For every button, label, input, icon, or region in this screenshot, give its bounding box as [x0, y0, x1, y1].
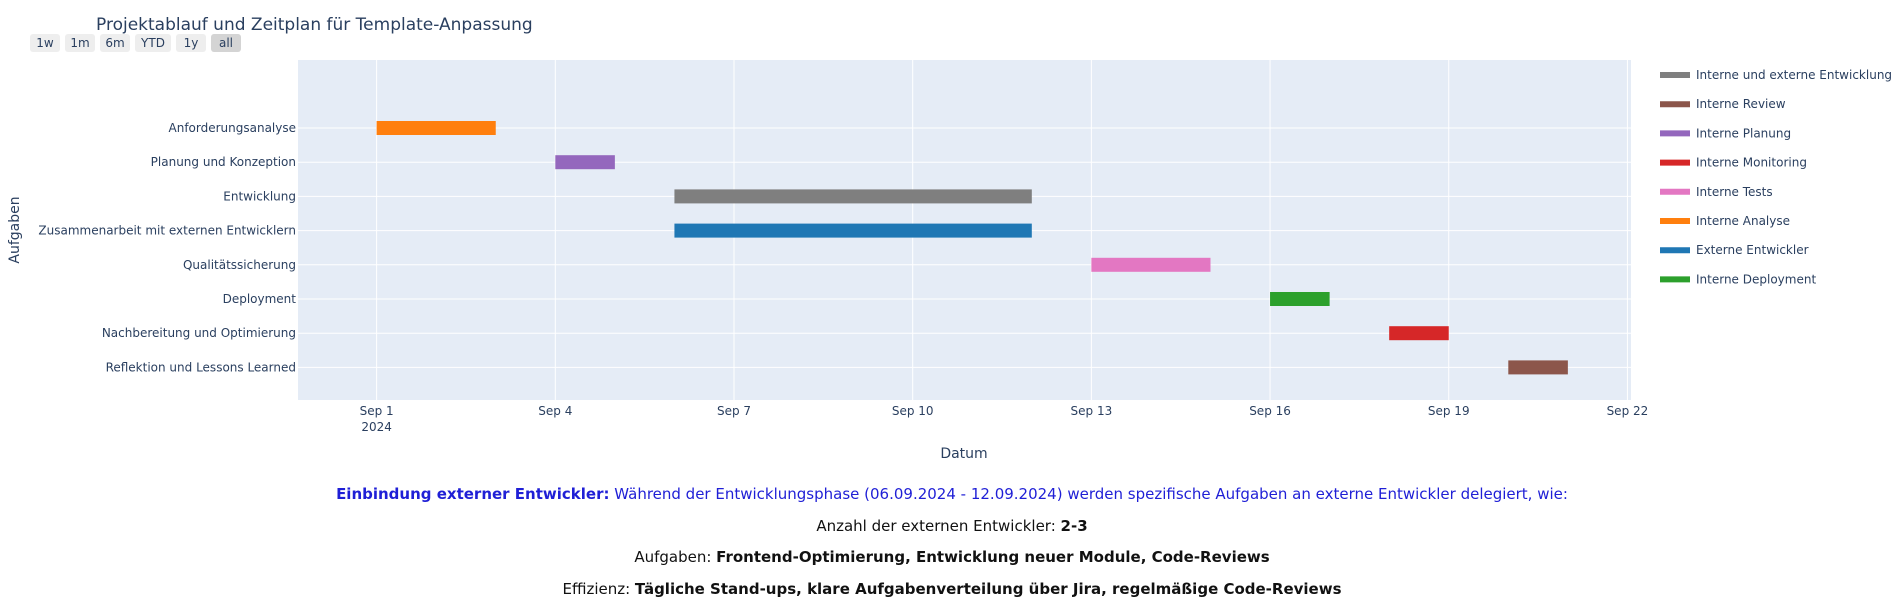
- annotation-efficiency: Effizienz: Tägliche Stand-ups, klare Auf…: [0, 580, 1904, 598]
- legend-label: Interne Planung: [1696, 126, 1791, 140]
- task-bar-planung-und-konzeption: [555, 155, 615, 170]
- y-tick-label: Entwicklung: [223, 189, 296, 203]
- range-button-bg: [65, 34, 95, 52]
- annotation-tasks: Aufgaben: Frontend-Optimierung, Entwickl…: [0, 548, 1904, 566]
- legend-label: Interne Analyse: [1696, 214, 1790, 228]
- annotation-efficiency-label: Effizienz:: [562, 580, 635, 598]
- range-button-label: 6m: [105, 36, 124, 50]
- legend-item-interne-und-externe-entwicklung[interactable]: Interne und externe Entwicklung: [1660, 68, 1892, 82]
- task-bar-qualit-tssicherung: [1091, 257, 1211, 272]
- range-button-1w[interactable]: 1w: [30, 34, 60, 52]
- range-selector: 1w 1m 6m YTD 1y all: [30, 34, 241, 52]
- range-button-1m[interactable]: 1m: [65, 34, 95, 52]
- legend-label: Interne Review: [1696, 97, 1786, 111]
- legend-item-interne-tests[interactable]: Interne Tests: [1660, 185, 1773, 199]
- task-bar-deployment: [1270, 292, 1330, 306]
- y-tick-label: Planung und Konzeption: [151, 155, 296, 169]
- y-tick-label: Nachbereitung und Optimierung: [102, 326, 296, 340]
- task-bar-anforderungsanalyse: [376, 121, 496, 135]
- y-axis-title: Aufgaben: [7, 196, 23, 263]
- range-button-6m[interactable]: 6m: [100, 34, 130, 52]
- legend-label: Interne und externe Entwicklung: [1696, 68, 1892, 82]
- range-button-label: 1m: [70, 36, 89, 50]
- task-bar-entwicklung: [674, 189, 1032, 204]
- task-bar-zusammenarbeit-mit-externen-entwicklern: [674, 223, 1032, 238]
- legend-item-interne-deployment[interactable]: Interne Deployment: [1660, 272, 1816, 286]
- annotation-external-developers-body: Während der Entwicklungsphase (06.09.202…: [609, 485, 1568, 503]
- legend: Interne und externe Entwicklung Interne R…: [1660, 68, 1892, 286]
- x-tick-label: Sep 16: [1249, 404, 1291, 418]
- annotation-external-developers: Einbindung externer Entwickler: Während …: [0, 485, 1904, 503]
- range-button-label: 1w: [36, 36, 54, 50]
- range-button-bg: [30, 34, 60, 52]
- range-button-1y[interactable]: 1y: [176, 34, 206, 52]
- legend-label: Interne Tests: [1696, 185, 1773, 199]
- y-tick-label: Anforderungsanalyse: [169, 121, 297, 135]
- x-tick-label: Sep 4: [538, 404, 572, 418]
- annotation-developer-count-label: Anzahl der externen Entwickler:: [816, 517, 1061, 535]
- legend-item-interne-monitoring[interactable]: Interne Monitoring: [1660, 156, 1807, 170]
- x-axis-title: Datum: [940, 446, 987, 462]
- range-button-all[interactable]: all: [211, 34, 241, 52]
- range-button-label: all: [219, 36, 233, 50]
- x-tick-label: Sep 22: [1607, 404, 1649, 418]
- range-button-bg: [135, 34, 171, 52]
- x-tick-label: Sep 1: [360, 404, 394, 418]
- x-tick-labels: Sep 1 2024 Sep 4 Sep 7 Sep 10 Sep 13 Sep 16 Sep…: [360, 404, 1649, 434]
- annotation-tasks-value: Frontend-Optimierung, Entwicklung neuer …: [716, 548, 1270, 566]
- annotation-developer-count: Anzahl der externen Entwickler: 2-3: [0, 517, 1904, 535]
- range-button-bg: [100, 34, 130, 52]
- y-tick-label: Reflektion und Lessons Learned: [106, 360, 296, 374]
- task-bar-reflektion-und-lessons-learned: [1508, 360, 1568, 375]
- legend-item-interne-review[interactable]: Interne Review: [1660, 97, 1786, 111]
- annotation-tasks-label: Aufgaben:: [634, 548, 717, 566]
- range-button-label: 1y: [184, 36, 199, 50]
- legend-item-interne-analyse[interactable]: Interne Analyse: [1660, 214, 1790, 228]
- legend-label: Interne Monitoring: [1696, 156, 1807, 170]
- range-button-bg: [211, 34, 241, 52]
- task-bars: [376, 121, 1568, 375]
- range-button-ytd[interactable]: YTD: [135, 34, 171, 52]
- range-button-bg: [176, 34, 206, 52]
- annotation-external-developers-label: Einbindung externer Entwickler:: [336, 485, 610, 503]
- gantt-chart: Projektablauf und Zeitplan für Template-…: [7, 15, 1892, 462]
- task-bar-nachbereitung-und-optimierung: [1389, 326, 1449, 341]
- annotation-efficiency-value: Tägliche Stand-ups, klare Aufgabenvertei…: [634, 580, 1342, 598]
- x-tick-sublabel: 2024: [361, 420, 392, 434]
- annotation-external-developers-text: Einbindung externer Entwickler: Während …: [336, 485, 1568, 503]
- y-tick-label: Deployment: [223, 292, 297, 306]
- range-button-label: YTD: [140, 36, 165, 50]
- x-tick-label: Sep 19: [1428, 404, 1470, 418]
- annotation-developer-count-value: 2-3: [1060, 517, 1088, 535]
- chart-title: Projektablauf und Zeitplan für Template-…: [96, 15, 533, 35]
- y-tick-label: Zusammenarbeit mit externen Entwicklern: [38, 224, 296, 238]
- y-tick-labels: Anforderungsanalyse Planung und Konzeptio…: [38, 121, 296, 374]
- y-tick-label: Qualitätssicherung: [183, 258, 296, 272]
- legend-item-externe-entwickler[interactable]: Externe Entwickler: [1660, 243, 1809, 257]
- x-tick-label: Sep 10: [892, 404, 934, 418]
- legend-label: Interne Deployment: [1696, 272, 1816, 286]
- x-tick-label: Sep 7: [717, 404, 751, 418]
- legend-item-interne-planung[interactable]: Interne Planung: [1660, 126, 1791, 140]
- legend-label: Externe Entwickler: [1696, 243, 1809, 257]
- x-tick-label: Sep 13: [1071, 404, 1113, 418]
